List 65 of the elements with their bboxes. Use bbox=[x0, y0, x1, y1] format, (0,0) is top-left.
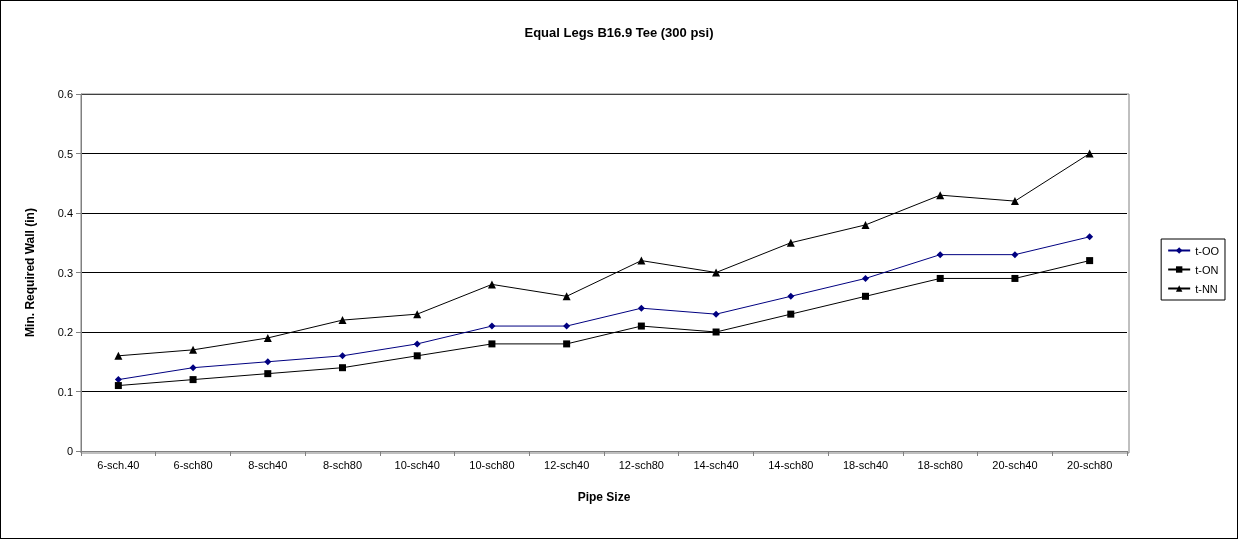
x-tick-label: 20-sch80 bbox=[1067, 458, 1113, 471]
point bbox=[861, 220, 870, 229]
y-tick-label: 0 bbox=[66, 445, 73, 457]
x-tick-label: 6-sch.40 bbox=[97, 458, 140, 471]
point bbox=[563, 340, 571, 348]
point bbox=[787, 292, 795, 300]
point bbox=[1011, 251, 1019, 259]
point bbox=[1086, 233, 1094, 241]
point bbox=[413, 352, 421, 360]
point bbox=[263, 333, 272, 342]
x-tick-label: 14-sch80 bbox=[768, 458, 814, 471]
x-tick-label: 14-sch40 bbox=[693, 458, 739, 471]
y-axis-title: Min. Required Wall (in) bbox=[23, 208, 37, 337]
point bbox=[862, 292, 869, 300]
point bbox=[189, 364, 197, 372]
x-tick-label: 12-sch80 bbox=[618, 458, 664, 471]
point bbox=[712, 268, 721, 277]
point bbox=[712, 328, 720, 336]
point bbox=[264, 358, 272, 366]
point bbox=[637, 256, 646, 265]
y-tick-label: 0.1 bbox=[57, 385, 73, 398]
point bbox=[114, 382, 122, 390]
point bbox=[488, 322, 496, 330]
x-tick-label: 20-sch40 bbox=[992, 458, 1038, 471]
point bbox=[1085, 149, 1094, 158]
x-tick-label: 18-sch40 bbox=[842, 458, 889, 471]
x-tick-label: 12-sch40 bbox=[544, 458, 590, 471]
point bbox=[936, 251, 944, 259]
y-tick-label: 0.5 bbox=[57, 147, 73, 160]
point bbox=[339, 364, 346, 372]
legend-label: t-NN bbox=[1195, 282, 1218, 295]
point bbox=[413, 340, 421, 348]
point bbox=[936, 274, 944, 282]
point bbox=[712, 310, 720, 318]
point bbox=[862, 274, 869, 282]
point bbox=[189, 376, 197, 384]
point bbox=[488, 340, 496, 348]
point bbox=[339, 352, 346, 360]
point bbox=[1011, 274, 1019, 282]
x-tick-label: 8-sch40 bbox=[248, 458, 288, 471]
x-tick-label: 18-sch80 bbox=[917, 458, 963, 471]
x-tick-label: 8-sch80 bbox=[322, 458, 363, 471]
point bbox=[338, 316, 347, 325]
point bbox=[786, 238, 795, 247]
point bbox=[637, 304, 645, 312]
x-tick-label: 10-sch40 bbox=[394, 458, 440, 471]
point bbox=[114, 376, 122, 384]
point bbox=[114, 351, 123, 360]
x-tick-label: 6-sch80 bbox=[173, 458, 213, 471]
point bbox=[563, 322, 571, 330]
point bbox=[787, 310, 795, 318]
y-tick-label: 0.3 bbox=[57, 266, 73, 279]
x-tick-label: 10-sch80 bbox=[469, 458, 515, 471]
y-tick-label: 0.4 bbox=[57, 207, 73, 219]
legend-label: t-ON bbox=[1195, 263, 1219, 276]
y-tick-label: 0.6 bbox=[57, 88, 73, 100]
point bbox=[264, 370, 272, 378]
point bbox=[637, 322, 645, 330]
y-tick-label: 0.2 bbox=[57, 326, 73, 338]
legend-label: t-OO bbox=[1195, 244, 1220, 257]
point bbox=[189, 345, 198, 354]
point bbox=[1086, 257, 1094, 265]
point bbox=[1010, 197, 1019, 206]
chart-title: Equal Legs B16.9 Tee (300 psi) bbox=[524, 25, 714, 40]
x-axis-title: Pipe Size bbox=[577, 490, 631, 504]
